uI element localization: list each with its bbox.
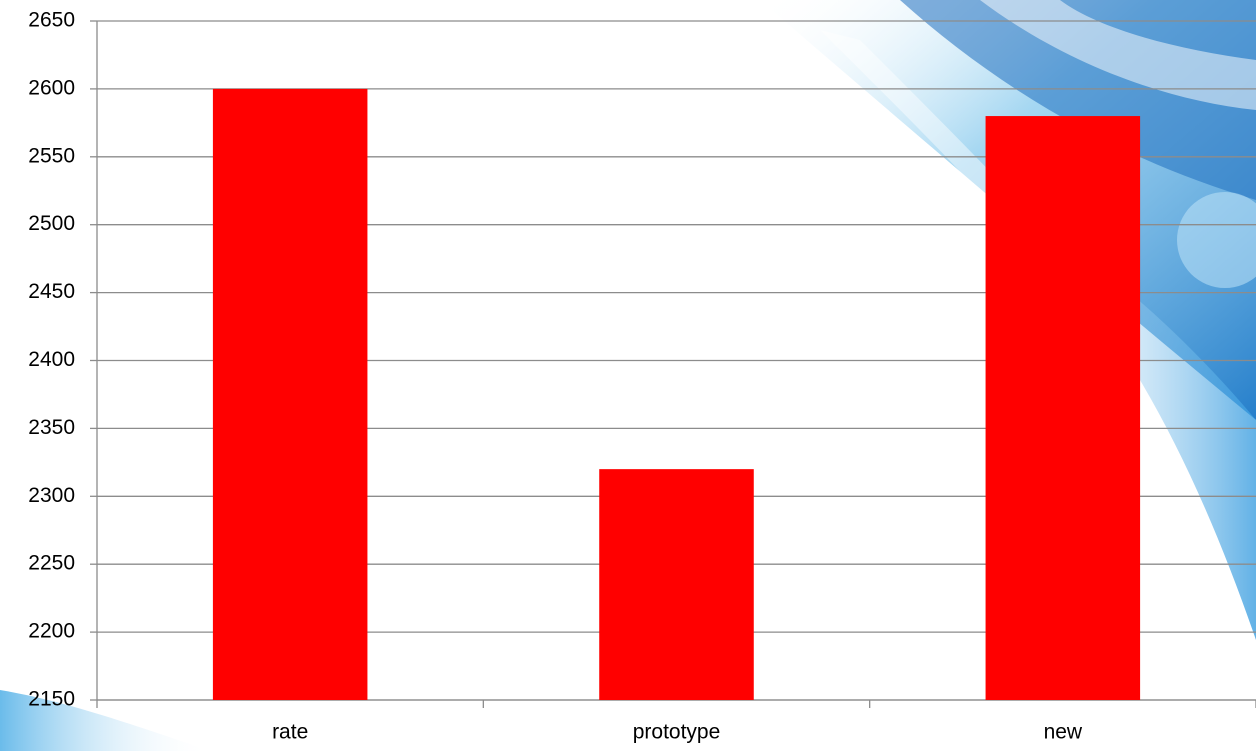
- y-tick-label: 2200: [28, 620, 75, 643]
- y-tick-label: 2600: [28, 76, 75, 99]
- y-tick-label: 2150: [28, 688, 75, 711]
- x-tick-label: rate: [272, 721, 308, 744]
- y-tick-label: 2500: [28, 212, 75, 235]
- y-tick-label: 2350: [28, 416, 75, 439]
- y-tick-label: 2450: [28, 280, 75, 303]
- y-tick-label: 2400: [28, 348, 75, 371]
- y-tick-label: 2250: [28, 552, 75, 575]
- bar: [985, 116, 1141, 700]
- y-tick-label: 2550: [28, 144, 75, 167]
- y-tick-label: 2300: [28, 484, 75, 507]
- x-tick-label: new: [1044, 721, 1083, 744]
- x-tick-label: prototype: [633, 721, 721, 744]
- y-tick-label: 2650: [28, 9, 75, 32]
- plot-area: 2150 2200 2250 2300 2350 2400 2450 2500 2550 2600…: [28, 9, 1256, 744]
- bar: [599, 469, 754, 700]
- bar: [212, 88, 368, 700]
